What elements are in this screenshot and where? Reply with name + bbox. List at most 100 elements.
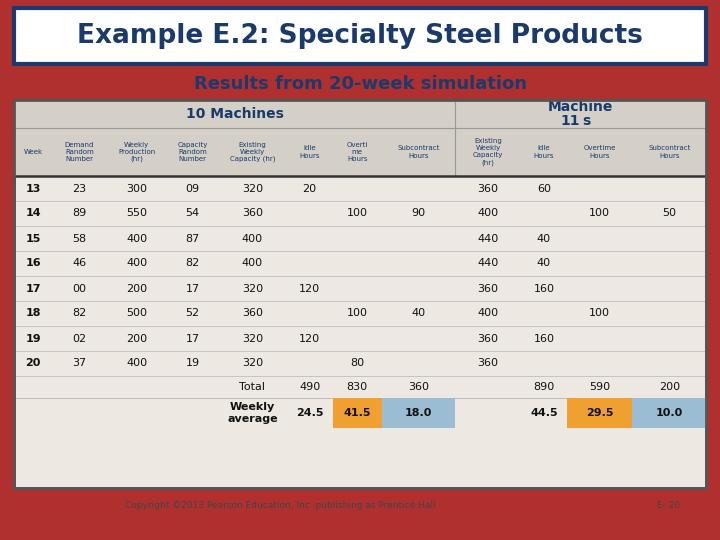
Text: 200: 200 — [126, 334, 147, 343]
Text: 13: 13 — [25, 184, 41, 193]
Text: 100: 100 — [589, 308, 611, 319]
Bar — [567, 398, 632, 428]
Text: Capacity
Random
Number: Capacity Random Number — [177, 141, 207, 162]
Text: Copyright ©2013 Pearson Education, Inc  publishing as Prentice Hall: Copyright ©2013 Pearson Education, Inc p… — [125, 502, 436, 510]
Text: 320: 320 — [242, 334, 263, 343]
Text: 29.5: 29.5 — [586, 408, 613, 418]
Text: 360: 360 — [477, 334, 498, 343]
Text: 40: 40 — [537, 233, 551, 244]
Text: 60: 60 — [537, 184, 551, 193]
Text: 400: 400 — [126, 233, 147, 244]
Text: Demand
Random
Number: Demand Random Number — [65, 141, 94, 162]
Text: E- 20: E- 20 — [657, 502, 680, 510]
Text: 16: 16 — [25, 259, 41, 268]
Text: 54: 54 — [185, 208, 199, 219]
Text: 14: 14 — [25, 208, 41, 219]
Text: 87: 87 — [185, 233, 199, 244]
Text: 320: 320 — [242, 359, 263, 368]
Text: 58: 58 — [72, 233, 86, 244]
Text: 360: 360 — [477, 359, 498, 368]
Text: 490: 490 — [299, 382, 320, 392]
Text: 830: 830 — [347, 382, 368, 392]
Text: 320: 320 — [242, 184, 263, 193]
Text: 120: 120 — [299, 284, 320, 294]
Text: Subcontract
Hours: Subcontract Hours — [648, 145, 690, 159]
Text: 17: 17 — [185, 334, 199, 343]
FancyBboxPatch shape — [14, 8, 706, 64]
Text: 20: 20 — [25, 359, 41, 368]
Text: 120: 120 — [299, 334, 320, 343]
Text: 17: 17 — [185, 284, 199, 294]
Text: 400: 400 — [242, 259, 263, 268]
Text: Subcontract
Hours: Subcontract Hours — [397, 145, 440, 159]
Text: 400: 400 — [126, 359, 147, 368]
Text: 160: 160 — [534, 284, 554, 294]
Text: 41.5: 41.5 — [343, 408, 371, 418]
Text: Machine: Machine — [548, 100, 613, 114]
Text: 40: 40 — [412, 308, 426, 319]
Text: 18.0: 18.0 — [405, 408, 432, 418]
Text: 19: 19 — [25, 334, 41, 343]
Text: 80: 80 — [350, 359, 364, 368]
Text: 890: 890 — [534, 382, 554, 392]
Text: 11: 11 — [561, 114, 580, 128]
Text: 37: 37 — [72, 359, 86, 368]
Text: 360: 360 — [242, 308, 263, 319]
Text: 100: 100 — [347, 208, 368, 219]
Text: 10 Machines: 10 Machines — [186, 107, 284, 121]
Text: 82: 82 — [185, 259, 199, 268]
Text: 23: 23 — [72, 184, 86, 193]
Text: Results from 20-week simulation: Results from 20-week simulation — [194, 75, 526, 93]
Text: 100: 100 — [347, 308, 368, 319]
Bar — [632, 398, 706, 428]
Text: 360: 360 — [477, 284, 498, 294]
Text: 500: 500 — [126, 308, 147, 319]
Text: 440: 440 — [477, 233, 499, 244]
Text: 19: 19 — [185, 359, 199, 368]
Text: 160: 160 — [534, 334, 554, 343]
Text: Weekly
average: Weekly average — [227, 402, 278, 424]
Text: 360: 360 — [477, 184, 498, 193]
Text: 200: 200 — [126, 284, 147, 294]
Text: 02: 02 — [72, 334, 86, 343]
Text: 440: 440 — [477, 259, 499, 268]
Text: 52: 52 — [185, 308, 199, 319]
Text: Existing
Weekly
Capacity (hr): Existing Weekly Capacity (hr) — [230, 141, 275, 163]
Text: 320: 320 — [242, 284, 263, 294]
Text: s: s — [582, 114, 591, 128]
Text: Example E.2: Specialty Steel Products: Example E.2: Specialty Steel Products — [77, 23, 643, 49]
Text: Idle
Hours: Idle Hours — [300, 145, 320, 159]
Text: 09: 09 — [185, 184, 199, 193]
Text: 82: 82 — [72, 308, 86, 319]
Bar — [14, 100, 706, 176]
Text: Overti
me
Hours: Overti me Hours — [346, 141, 368, 162]
Text: 44.5: 44.5 — [530, 408, 558, 418]
Text: 200: 200 — [659, 382, 680, 392]
Text: 89: 89 — [72, 208, 86, 219]
Text: 20: 20 — [302, 184, 317, 193]
Text: 360: 360 — [408, 382, 429, 392]
Text: 00: 00 — [73, 284, 86, 294]
Text: 50: 50 — [662, 208, 676, 219]
Text: 18: 18 — [25, 308, 41, 319]
Text: 40: 40 — [537, 259, 551, 268]
Text: Weekly
Production
(hr): Weekly Production (hr) — [118, 141, 156, 163]
Text: Existing
Weekly
Capacity
(hr): Existing Weekly Capacity (hr) — [473, 138, 503, 166]
Bar — [14, 100, 706, 488]
Text: 400: 400 — [477, 308, 499, 319]
Text: 90: 90 — [412, 208, 426, 219]
Bar — [333, 398, 382, 428]
Text: 400: 400 — [477, 208, 499, 219]
Text: 550: 550 — [126, 208, 147, 219]
Text: 590: 590 — [589, 382, 611, 392]
Bar — [382, 398, 455, 428]
Text: 400: 400 — [242, 233, 263, 244]
Text: 15: 15 — [25, 233, 41, 244]
Text: 400: 400 — [126, 259, 147, 268]
Bar — [14, 100, 706, 488]
Text: Idle
Hours: Idle Hours — [534, 145, 554, 159]
Text: 24.5: 24.5 — [296, 408, 323, 418]
Text: Total: Total — [239, 382, 266, 392]
Text: 46: 46 — [72, 259, 86, 268]
Text: 17: 17 — [25, 284, 41, 294]
